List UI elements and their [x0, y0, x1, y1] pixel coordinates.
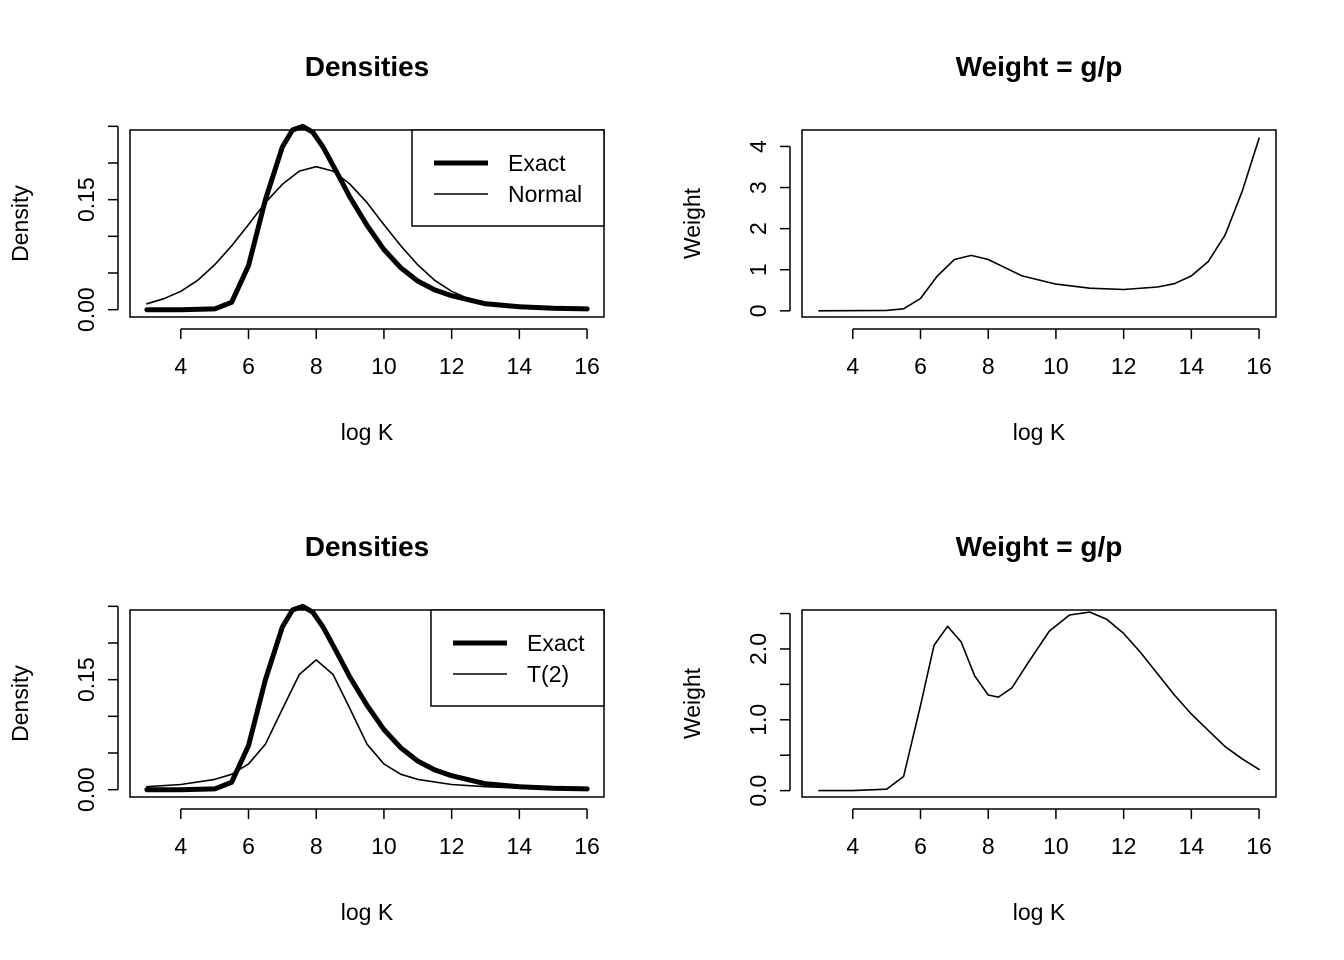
- x-tick-label: 4: [174, 833, 187, 859]
- x-axis: 4 6 8 10 12 14 16: [846, 328, 1272, 379]
- series-line-exact: [144, 603, 590, 793]
- x-tick-label: 10: [1043, 833, 1069, 859]
- series-line-t-2: [146, 659, 588, 790]
- x-tick-label: 14: [507, 833, 533, 859]
- legend-box: [411, 129, 605, 227]
- series-line-normal: [146, 165, 588, 311]
- x-tick-label: 10: [371, 833, 397, 859]
- y-tick-label: 2: [745, 222, 771, 235]
- y-axis-label: Weight: [679, 667, 705, 739]
- y-tick-label: 0.0: [745, 775, 771, 807]
- x-tick-label: 4: [174, 353, 187, 379]
- x-tick-label: 8: [310, 833, 323, 859]
- y-tick-label: 1: [745, 263, 771, 276]
- legend-label: Exact: [527, 630, 585, 656]
- x-tick-label: 6: [242, 353, 255, 379]
- panel-densities_t2: Densities 4 6 8 10 12 14 16 log K 0.00 0.15 Density…: [7, 531, 605, 925]
- legend-label: Exact: [508, 150, 566, 176]
- x-tick-label: 6: [242, 833, 255, 859]
- panel-densities_normal: Densities 4 6 8 10 12 14 16 log K 0.00 0.15 Density…: [7, 51, 605, 445]
- legend: Exact Normal: [411, 129, 605, 227]
- x-axis-label: log K: [1013, 899, 1066, 925]
- y-axis: 0.00 0.15: [73, 125, 119, 332]
- series-line-exact: [144, 123, 590, 313]
- x-tick-label: 16: [574, 353, 600, 379]
- panel-weight_t2: Weight = g/p 4 6 8 10 12 14 16 log K 0.0 1.0 2.0 Wei…: [679, 531, 1277, 925]
- x-tick-label: 6: [914, 833, 927, 859]
- x-tick-label: 8: [982, 833, 995, 859]
- chart-title: Weight = g/p: [956, 51, 1123, 82]
- y-axis: 0.0 1.0 2.0: [745, 612, 791, 807]
- y-axis: 0 1 2 3 4: [745, 140, 791, 317]
- x-axis: 4 6 8 10 12 14 16: [846, 808, 1272, 859]
- x-tick-label: 4: [846, 833, 859, 859]
- y-tick-label: 1.0: [745, 704, 771, 736]
- y-tick-label: 0: [745, 304, 771, 317]
- x-axis-label: log K: [341, 419, 394, 445]
- x-tick-label: 12: [439, 353, 465, 379]
- chart-title: Weight = g/p: [956, 531, 1123, 562]
- y-tick-label: 2.0: [745, 633, 771, 665]
- legend-label: T(2): [527, 661, 569, 687]
- x-axis-label: log K: [1013, 419, 1066, 445]
- x-tick-label: 10: [371, 353, 397, 379]
- series-line-weight: [818, 137, 1260, 312]
- x-tick-label: 14: [1179, 353, 1205, 379]
- series-line-weight: [818, 611, 1260, 792]
- x-tick-label: 16: [1246, 353, 1272, 379]
- y-tick-label: 0.00: [73, 767, 99, 812]
- x-axis: 4 6 8 10 12 14 16: [174, 808, 600, 859]
- x-tick-label: 6: [914, 353, 927, 379]
- y-axis-label: Density: [7, 665, 33, 742]
- x-tick-label: 12: [1111, 353, 1137, 379]
- x-tick-label: 8: [310, 353, 323, 379]
- x-tick-label: 8: [982, 353, 995, 379]
- legend-label: Normal: [508, 181, 582, 207]
- x-tick-label: 16: [574, 833, 600, 859]
- x-tick-label: 14: [507, 353, 533, 379]
- y-tick-label: 3: [745, 181, 771, 194]
- y-axis-label: Density: [7, 185, 33, 262]
- x-tick-label: 12: [1111, 833, 1137, 859]
- legend: Exact T(2): [430, 609, 605, 707]
- y-tick-label: 0.15: [73, 177, 99, 222]
- legend-box: [430, 609, 605, 707]
- plot-frame: [801, 609, 1277, 798]
- x-tick-label: 12: [439, 833, 465, 859]
- y-tick-label: 0.15: [73, 657, 99, 702]
- x-tick-label: 4: [846, 353, 859, 379]
- y-tick-label: 4: [745, 140, 771, 153]
- x-tick-label: 16: [1246, 833, 1272, 859]
- plot-frame: [801, 129, 1277, 318]
- x-tick-label: 10: [1043, 353, 1069, 379]
- x-axis: 4 6 8 10 12 14 16: [174, 328, 600, 379]
- chart-title: Densities: [305, 531, 430, 562]
- chart-title: Densities: [305, 51, 430, 82]
- y-tick-label: 0.00: [73, 287, 99, 332]
- x-axis-label: log K: [341, 899, 394, 925]
- y-axis-label: Weight: [679, 187, 705, 259]
- y-axis: 0.00 0.15: [73, 605, 119, 812]
- x-tick-label: 14: [1179, 833, 1205, 859]
